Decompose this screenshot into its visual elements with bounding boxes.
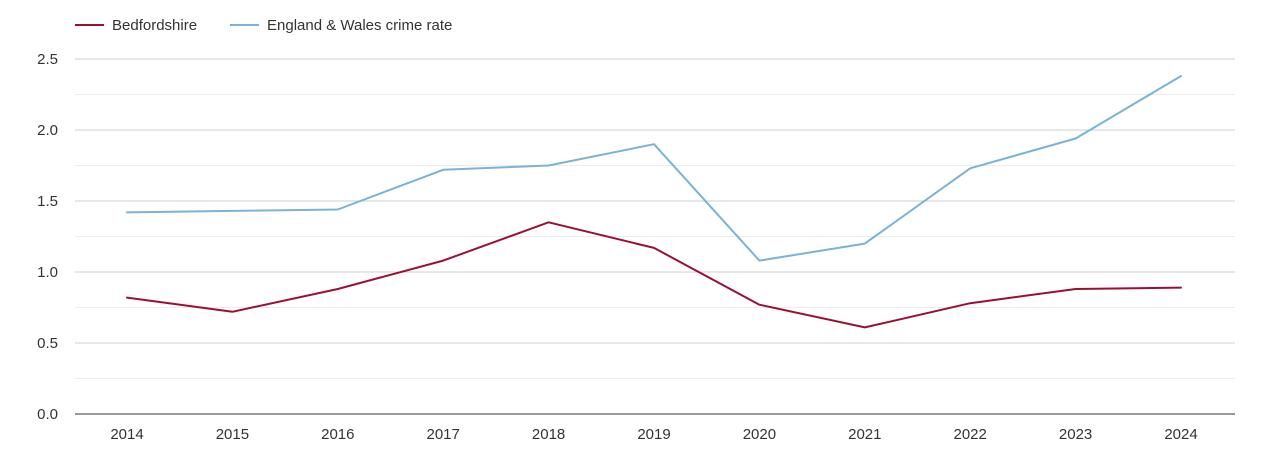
x-tick-label: 2020	[743, 426, 776, 443]
data-point	[230, 209, 234, 213]
y-tick-label: 1.5	[37, 193, 58, 210]
x-tick-label: 2021	[848, 426, 881, 443]
data-point	[968, 301, 972, 305]
x-tick-label: 2022	[954, 426, 987, 443]
y-tick-label: 0.0	[37, 406, 58, 423]
grid-lines	[75, 58, 1235, 415]
x-tick-label: 2015	[216, 426, 249, 443]
x-tick-label: 2016	[321, 426, 354, 443]
x-axis: 2014 2015 2016 2017 2018 2019 2020 2021 2022 2023…	[110, 426, 1197, 443]
x-tick-label: 2024	[1164, 426, 1197, 443]
y-tick-label: 2.5	[37, 51, 58, 68]
legend-item-1[interactable]: England & Wales crime rate	[230, 17, 452, 34]
legend-item-0[interactable]: Bedfordshire	[75, 17, 197, 34]
data-point	[863, 242, 867, 246]
series-lines	[125, 74, 1183, 329]
data-point	[336, 287, 340, 291]
y-tick-label: 0.5	[37, 335, 58, 352]
data-point	[336, 208, 340, 212]
data-point	[125, 210, 129, 214]
x-tick-label: 2014	[110, 426, 143, 443]
data-point	[1074, 287, 1078, 291]
y-tick-label: 2.0	[37, 122, 58, 139]
data-point	[652, 246, 656, 250]
x-tick-label: 2019	[637, 426, 670, 443]
data-point	[1179, 286, 1183, 290]
series-line-0	[126, 221, 1182, 329]
legend: Bedfordshire England & Wales crime rate	[75, 17, 452, 34]
data-point	[757, 303, 761, 307]
data-point	[863, 325, 867, 329]
data-point	[968, 166, 972, 170]
x-tick-label: 2017	[427, 426, 460, 443]
data-point	[230, 310, 234, 314]
legend-label: England & Wales crime rate	[267, 17, 452, 34]
y-tick-label: 1.0	[37, 264, 58, 281]
data-point	[757, 259, 761, 263]
data-point	[547, 220, 551, 224]
x-tick-label: 2023	[1059, 426, 1092, 443]
series-line-1	[126, 75, 1182, 262]
data-point	[652, 142, 656, 146]
legend-label: Bedfordshire	[112, 17, 197, 34]
data-point	[441, 259, 445, 263]
y-axis: 0.0 0.5 1.0 1.5 2.0 2.5	[37, 51, 58, 423]
data-point	[1074, 137, 1078, 141]
data-point	[125, 296, 129, 300]
x-tick-label: 2018	[532, 426, 565, 443]
data-point	[441, 168, 445, 172]
data-point	[547, 164, 551, 168]
data-point	[1179, 74, 1183, 78]
